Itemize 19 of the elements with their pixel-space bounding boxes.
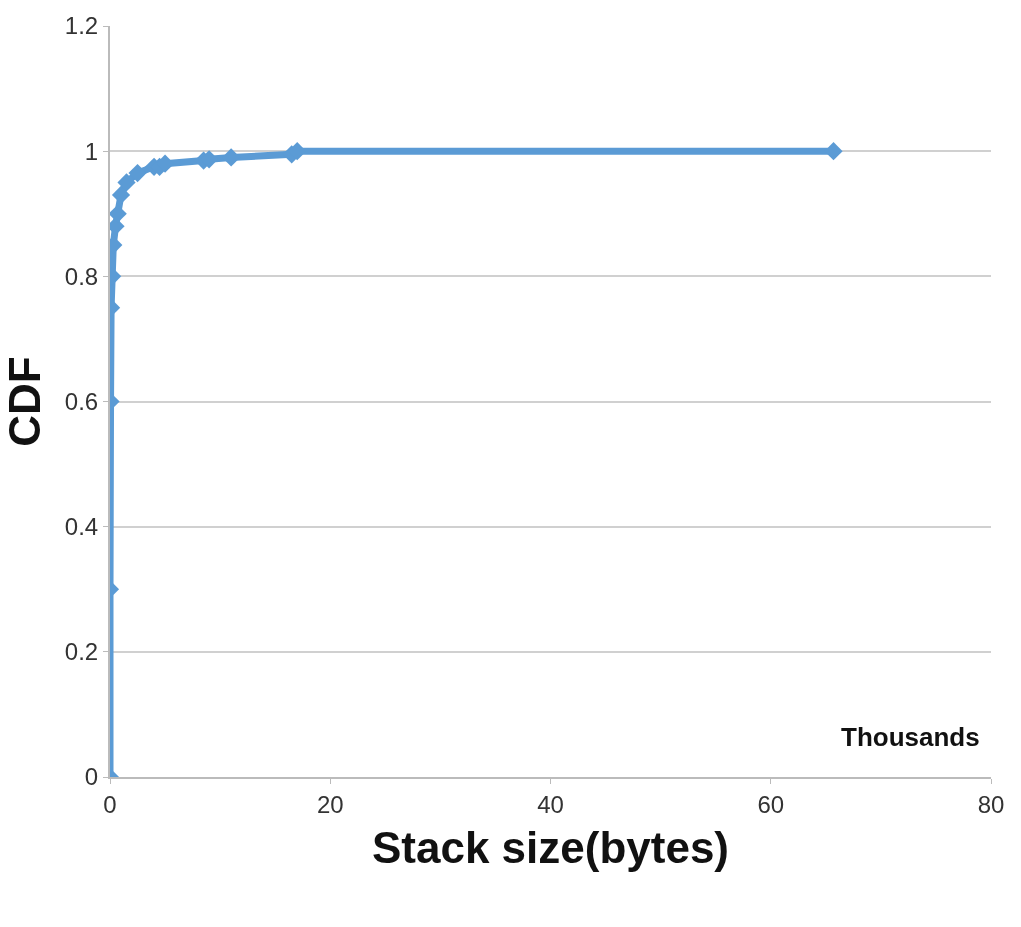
y-tick-label: 0.2: [64, 638, 99, 666]
y-tick-label: 0.8: [64, 262, 99, 290]
y-tick-label: 0.4: [64, 513, 99, 541]
y-tick-label: 0: [84, 763, 99, 791]
x-tick-label: 40: [537, 790, 564, 818]
x-tick-label: 0: [103, 790, 117, 818]
y-axis-title: CDF: [0, 356, 49, 447]
y-tick-label: 1: [84, 137, 99, 165]
annotation: Thousands: [841, 722, 980, 752]
x-tick-label: 20: [316, 790, 344, 818]
point: [111, 185, 131, 205]
point: [128, 163, 147, 183]
x-axis-title: Stack size(bytes): [371, 822, 730, 872]
x-tick-label: 80: [977, 790, 1005, 818]
point: [117, 173, 136, 192]
y-tick-label: 0.6: [64, 387, 99, 415]
y-tick-label: 1.2: [64, 12, 99, 40]
point: [110, 204, 127, 223]
x-tick-label: 60: [757, 790, 785, 818]
